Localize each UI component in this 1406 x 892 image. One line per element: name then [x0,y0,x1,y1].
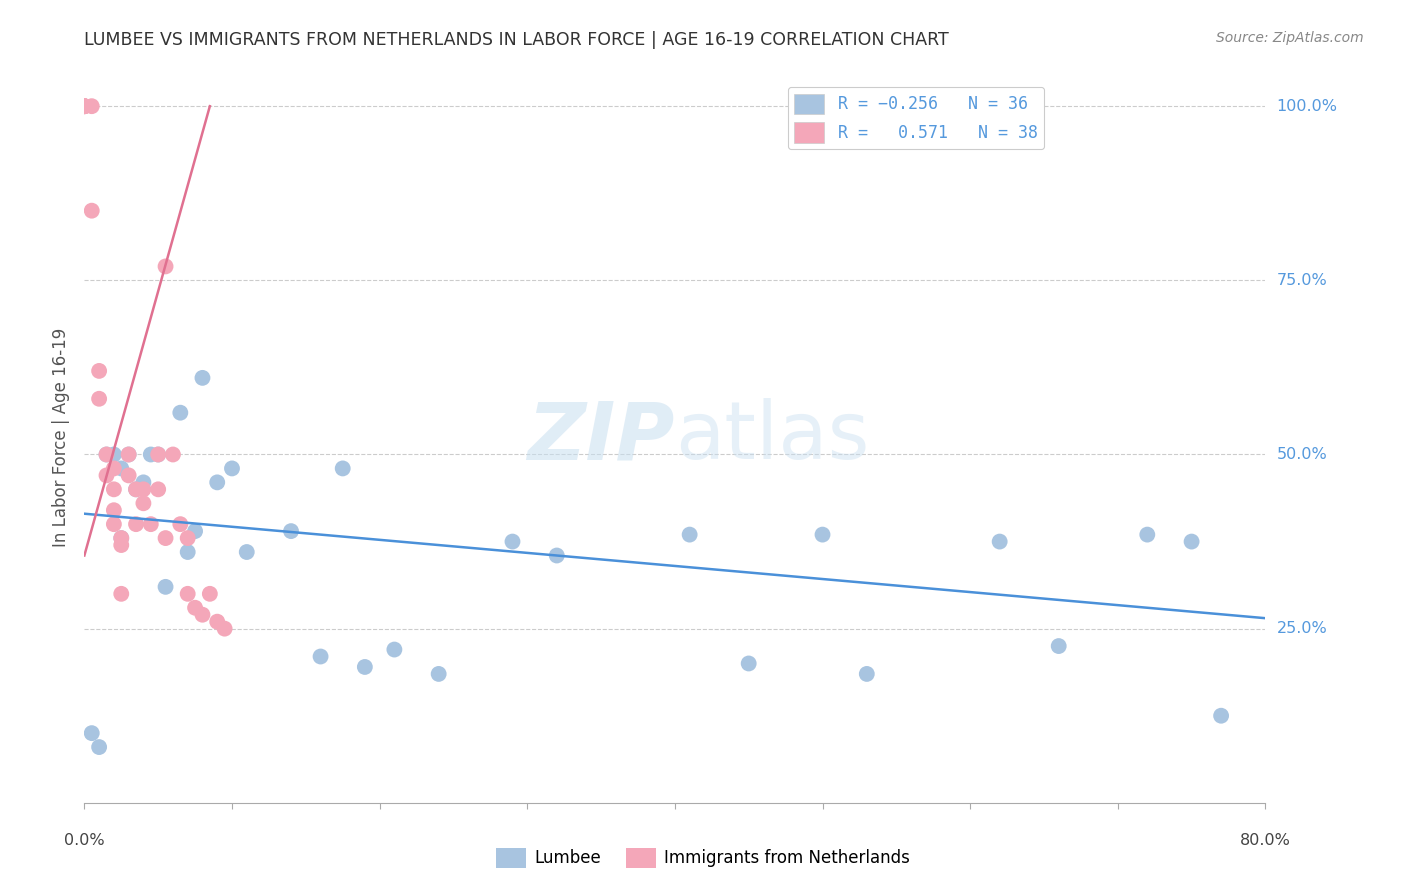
Point [87,392,111,406]
Point [177,531,200,545]
Text: LUMBEE VS IMMIGRANTS FROM NETHERLANDS IN LABOR FORCE | AGE 16-19 CORRELATION CHA: LUMBEE VS IMMIGRANTS FROM NETHERLANDS IN… [84,31,949,49]
Text: ZIP: ZIP [527,398,675,476]
Point [118,468,141,483]
Point [221,461,243,475]
Point [184,524,207,538]
Point [110,538,132,552]
Point [125,483,148,497]
Point [235,545,259,559]
Point [354,660,377,674]
Point [103,483,125,497]
Point [132,483,155,497]
Text: atlas: atlas [675,398,869,476]
Text: 80.0%: 80.0% [1240,833,1291,848]
Point [103,461,125,475]
Point [546,549,568,563]
Point [148,448,170,462]
Point [110,587,132,601]
Point [1209,708,1232,723]
Point [155,580,177,594]
Point [73,99,96,113]
Point [132,496,155,510]
Point [332,461,354,475]
Point [110,531,132,545]
Point [73,99,96,113]
Point [1136,527,1159,541]
Point [73,99,96,113]
Point [205,615,228,629]
Point [1047,639,1070,653]
Point [678,527,700,541]
Point [382,642,406,657]
Point [205,475,228,490]
Point [118,448,141,462]
Point [125,517,148,532]
Point [103,517,125,532]
Point [96,448,118,462]
Point [110,531,132,545]
Point [96,468,118,483]
Point [139,517,162,532]
Point [169,517,191,532]
Y-axis label: In Labor Force | Age 16-19: In Labor Force | Age 16-19 [52,327,70,547]
Text: Source: ZipAtlas.com: Source: ZipAtlas.com [1216,31,1364,45]
Point [988,534,1011,549]
Point [80,726,103,740]
Point [162,448,184,462]
Text: 0.0%: 0.0% [65,833,104,848]
Text: 100.0%: 100.0% [1277,99,1337,113]
Point [96,448,118,462]
Point [148,483,170,497]
Point [214,622,236,636]
Point [103,448,125,462]
Legend: Lumbee, Immigrants from Netherlands: Lumbee, Immigrants from Netherlands [489,841,917,875]
Legend: R = −0.256   N = 36, R =   0.571   N = 38: R = −0.256 N = 36, R = 0.571 N = 38 [787,87,1045,149]
Point [155,260,177,274]
Point [811,527,834,541]
Point [855,667,877,681]
Point [184,600,207,615]
Point [73,99,96,113]
Point [738,657,761,671]
Text: 25.0%: 25.0% [1277,621,1327,636]
Point [309,649,332,664]
Point [155,531,177,545]
Point [87,364,111,378]
Point [169,406,191,420]
Point [177,587,200,601]
Point [103,503,125,517]
Point [177,545,200,559]
Point [125,483,148,497]
Text: 50.0%: 50.0% [1277,447,1327,462]
Point [87,740,111,755]
Point [73,99,96,113]
Text: 75.0%: 75.0% [1277,273,1327,288]
Point [191,371,214,385]
Point [280,524,302,538]
Point [139,448,162,462]
Point [110,461,132,475]
Point [427,667,450,681]
Point [80,99,103,113]
Point [118,448,141,462]
Point [132,475,155,490]
Point [501,534,523,549]
Point [148,448,170,462]
Point [1180,534,1202,549]
Point [198,587,221,601]
Point [191,607,214,622]
Point [80,203,103,218]
